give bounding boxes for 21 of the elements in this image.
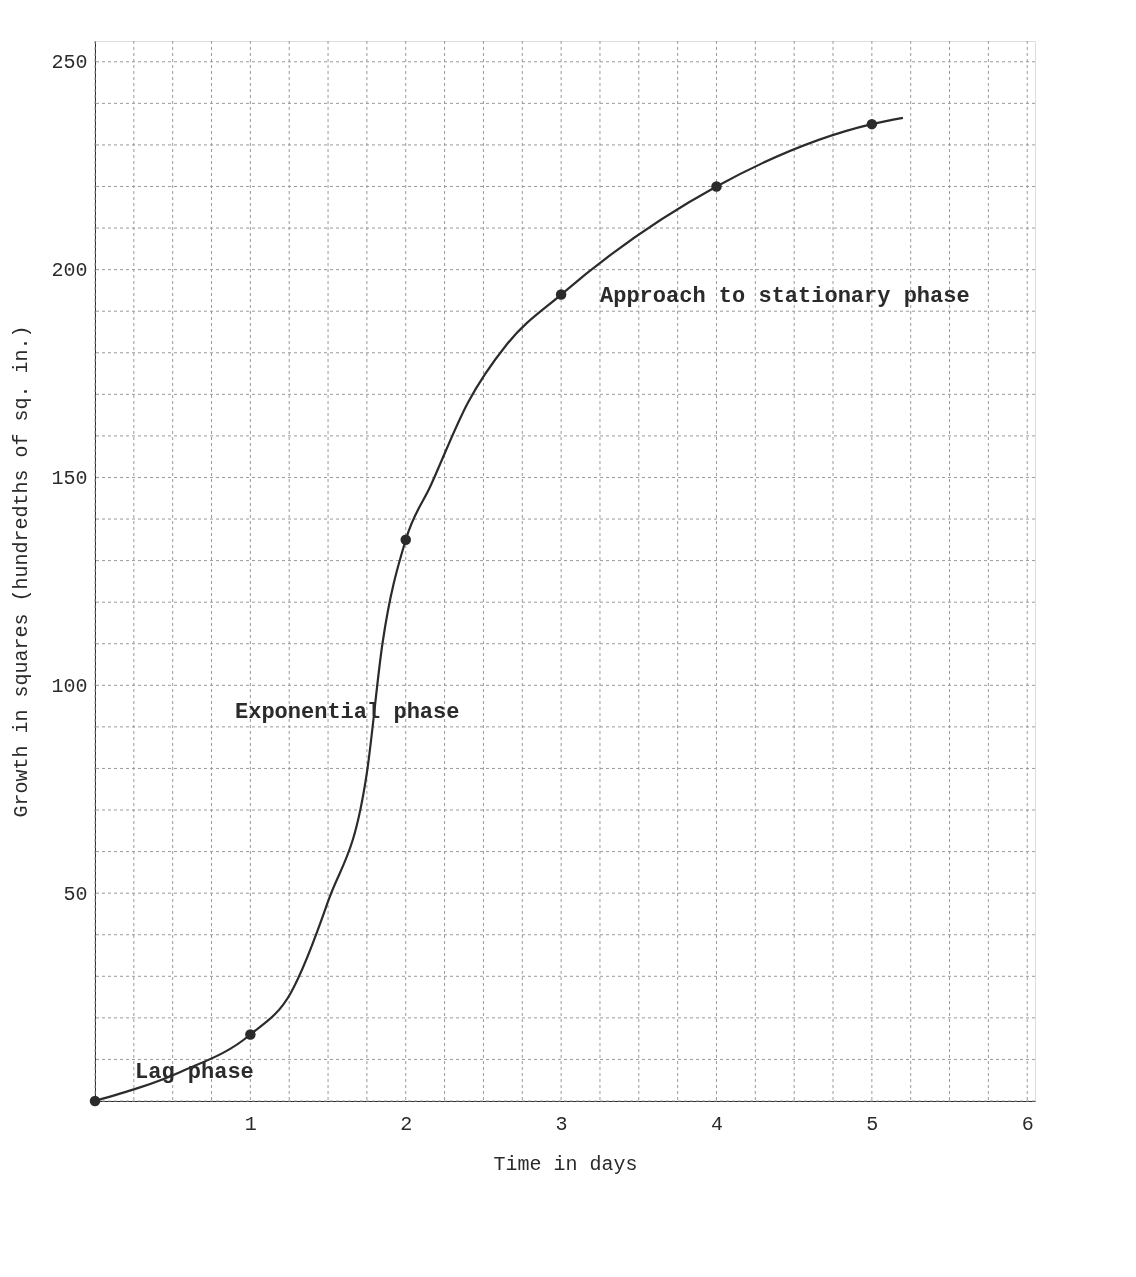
point bbox=[400, 534, 411, 546]
point bbox=[866, 118, 878, 130]
point bbox=[245, 1029, 256, 1040]
y-tick-label: 100 bbox=[51, 674, 88, 698]
y-tick-label: 50 bbox=[63, 882, 88, 906]
y-tick-label: 150 bbox=[51, 466, 88, 490]
y-tick-label: 250 bbox=[51, 51, 88, 75]
x-tick-label: 1 bbox=[244, 1112, 257, 1136]
x-tick-label: 3 bbox=[555, 1112, 568, 1136]
point bbox=[555, 289, 567, 300]
annotation: Lag phase bbox=[135, 1060, 254, 1085]
x-axis-title: Time in days bbox=[493, 1152, 638, 1176]
x-tick-label: 6 bbox=[1021, 1112, 1034, 1136]
y-axis-title: Growth in squares (hundredths of sq. in.) bbox=[10, 325, 34, 818]
y-tick-label: 200 bbox=[51, 259, 88, 283]
x-tick-label: 5 bbox=[866, 1112, 879, 1136]
point bbox=[711, 181, 722, 192]
annotation: Approach to stationary phase bbox=[600, 284, 970, 309]
x-tick-label: 2 bbox=[400, 1112, 413, 1136]
point bbox=[89, 1095, 101, 1107]
x-tick-label: 4 bbox=[710, 1112, 723, 1136]
